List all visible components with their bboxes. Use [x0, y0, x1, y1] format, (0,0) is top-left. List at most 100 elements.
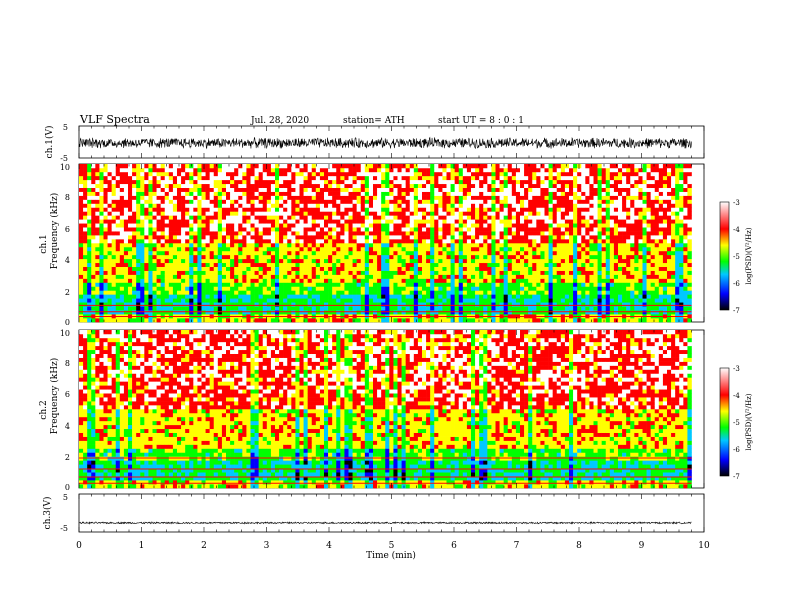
spectrogram-cell [356, 270, 362, 275]
spectrogram-cell [417, 195, 423, 200]
spectrogram-cell [532, 318, 537, 323]
spectrogram-cell [205, 179, 210, 185]
spectrogram-cell [140, 254, 145, 260]
spectrogram-cell [279, 318, 284, 323]
spectrogram-cell [83, 179, 88, 185]
spectrogram-cell [352, 199, 357, 204]
spectrogram-cell [569, 278, 574, 283]
spectrogram-cell [520, 250, 525, 256]
spectrogram-cell [397, 167, 402, 173]
spectrogram-cell [213, 282, 219, 287]
spectrogram-cell [417, 171, 423, 177]
spectrogram-cell [336, 310, 341, 315]
spectrogram-cell [544, 310, 549, 315]
spectrogram-cell [291, 282, 296, 287]
spectrogram-cell [221, 310, 227, 315]
spectrogram-cell [226, 294, 231, 299]
spectrogram-cell [152, 219, 157, 224]
spectrogram-cell [422, 270, 427, 275]
spectrogram-cell [458, 231, 464, 236]
spectrogram-cell [556, 164, 562, 169]
spectrogram-cell [458, 183, 464, 188]
spectrogram-cell [511, 179, 517, 185]
spectrogram-cell [401, 243, 406, 248]
spectrogram-cell [401, 278, 406, 283]
spectrogram-cell [417, 164, 423, 169]
spectrogram-cell [140, 282, 145, 287]
spectrogram-cell [573, 266, 578, 271]
spectrogram-cell [242, 298, 247, 303]
spectrogram-cell [524, 215, 529, 220]
spectrogram-cell [573, 298, 578, 303]
spectrogram-cell [201, 191, 206, 196]
spectrogram-cell [254, 286, 259, 291]
spectrogram-cell [462, 187, 468, 192]
spectrogram-cell [426, 227, 431, 232]
spectrogram-cell [348, 235, 353, 240]
spectrogram-cell [99, 167, 104, 173]
spectrogram-cell [503, 203, 509, 208]
spectrogram-cell [413, 302, 419, 307]
spectrogram-cell [577, 203, 582, 208]
spectrogram-cell [368, 183, 374, 188]
spectrogram-cell [573, 211, 578, 216]
spectrogram-cell [368, 211, 374, 216]
spectrogram-cell [503, 164, 509, 169]
spectrogram-cell [344, 266, 349, 271]
spectrogram-cell [466, 191, 472, 196]
spectrogram-cell [136, 310, 141, 315]
spectrogram-cell [413, 207, 419, 212]
spectrogram-cell [315, 306, 321, 311]
spectrogram-cell [193, 318, 198, 323]
spectrogram-cell [315, 246, 321, 252]
spectrogram-cell [91, 219, 96, 224]
spectrogram-cell [307, 195, 313, 200]
spectrogram-cell [462, 266, 468, 271]
spectrogram-cell [164, 282, 170, 287]
spectrogram-cell [123, 302, 129, 307]
spectrogram-cell [311, 298, 317, 303]
spectrogram-cell [426, 207, 431, 212]
spectrogram-cell [262, 203, 268, 208]
spectrogram-cell [266, 246, 272, 252]
spectrogram-cell [499, 227, 504, 232]
spectrogram-cell [332, 243, 337, 248]
spectrogram-cell [385, 203, 390, 208]
spectrogram-cell [332, 203, 337, 208]
spectrogram-cell [540, 246, 545, 252]
spectrogram-cell [156, 262, 161, 267]
spectrogram-cell [373, 195, 378, 200]
spectrogram-cell [548, 250, 553, 256]
spectrogram-cell [430, 195, 435, 200]
spectrogram-cell [560, 179, 566, 185]
spectrogram-cell [515, 179, 521, 185]
spectrogram-cell [115, 183, 121, 188]
spectrogram-cell [524, 306, 529, 311]
spectrogram-cell [450, 270, 455, 275]
spectrogram-cell [548, 254, 553, 260]
spectrogram-cell [585, 262, 590, 267]
spectrogram-cell [511, 294, 517, 299]
spectrogram-cell [495, 164, 500, 169]
spectrogram-cell [148, 203, 153, 208]
spectrogram-cell [132, 282, 137, 287]
spectrogram-cell [332, 227, 337, 232]
spectrogram-cell [438, 191, 443, 196]
spectrogram-cell [132, 310, 137, 315]
spectrogram-cell [181, 191, 186, 196]
spectrogram-cell [430, 191, 435, 196]
spectrogram-cell [83, 167, 88, 173]
spectrogram-cell [340, 318, 345, 323]
spectrogram-cell [287, 246, 292, 252]
spectrogram-cell [585, 318, 590, 323]
spectrogram-cell [466, 246, 472, 252]
spectrogram-cell [532, 302, 537, 307]
spectrogram-cell [422, 286, 427, 291]
spectrogram-cell [95, 310, 100, 315]
spectrogram-cell [360, 167, 366, 173]
spectrogram-cell [422, 175, 427, 181]
spectrogram-cell [442, 262, 447, 267]
spectrogram-cell [356, 215, 362, 220]
spectrogram-cell [181, 310, 186, 315]
spectrogram-cell [283, 254, 288, 260]
